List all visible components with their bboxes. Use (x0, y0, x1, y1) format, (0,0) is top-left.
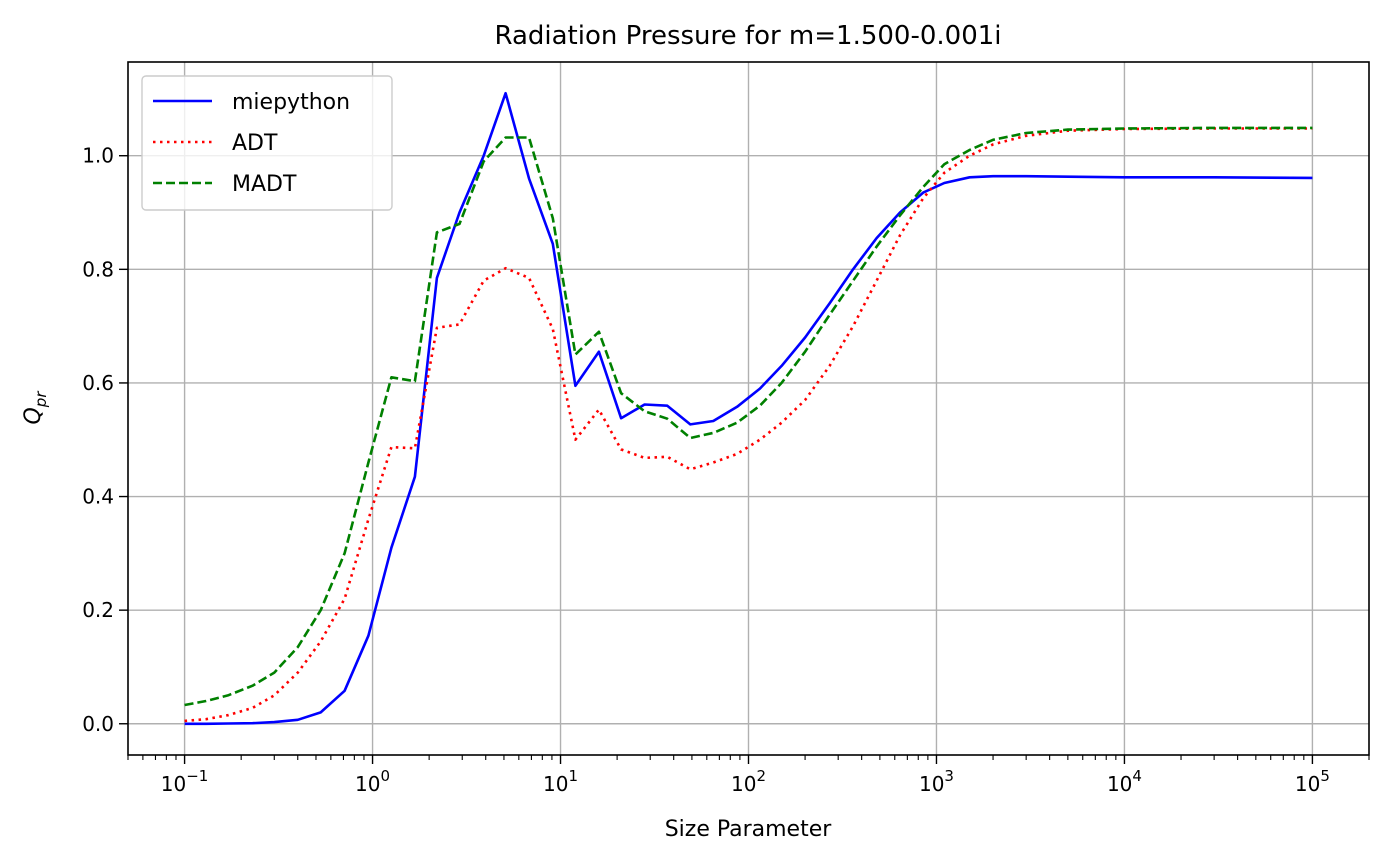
x-tick-label: 105 (1295, 767, 1330, 796)
x-tick-label: 102 (731, 767, 766, 796)
series-layer (184, 91, 1313, 726)
legend-label-adt: ADT (232, 131, 278, 156)
grid (128, 62, 1369, 755)
y-tick-label: 0.8 (82, 257, 114, 281)
x-tick-label: 100 (355, 767, 390, 796)
plot-frame (127, 61, 1370, 756)
y-axis-label-sub: pr (32, 391, 50, 409)
x-tick-label: 103 (919, 767, 954, 796)
y-tick-label: 0.0 (82, 712, 114, 736)
legend-label-madt: MADT (232, 172, 297, 197)
x-tick-label: 10−1 (161, 767, 209, 796)
y-tick-label: 1.0 (82, 144, 114, 168)
chart-title: Radiation Pressure for m=1.500-0.001i (494, 21, 1001, 51)
x-tick-label: 104 (1107, 767, 1142, 796)
y-tick-label: 0.6 (82, 371, 114, 395)
x-tick-label: 101 (543, 767, 578, 796)
svg-text:Qpr: Qpr (21, 391, 50, 425)
legend: miepython ADT MADT (141, 75, 393, 211)
y-axis-label-main: Q (21, 407, 46, 424)
legend-label-miepython: miepython (232, 90, 350, 115)
x-ticks: 10−1 100 101 102 103 104 105 (161, 755, 1330, 796)
y-tick-label: 0.2 (82, 598, 114, 622)
x-minor-ticks (127, 755, 1370, 760)
x-axis-label: Size Parameter (665, 817, 833, 842)
y-tick-label: 0.4 (82, 485, 114, 509)
y-ticks: 0.0 0.2 0.4 0.6 0.8 1.0 (82, 144, 128, 736)
series-line-madt (184, 126, 1313, 707)
legend-box (141, 75, 393, 211)
series-line-miepython (184, 91, 1313, 726)
y-axis-label: Qpr (21, 391, 50, 425)
